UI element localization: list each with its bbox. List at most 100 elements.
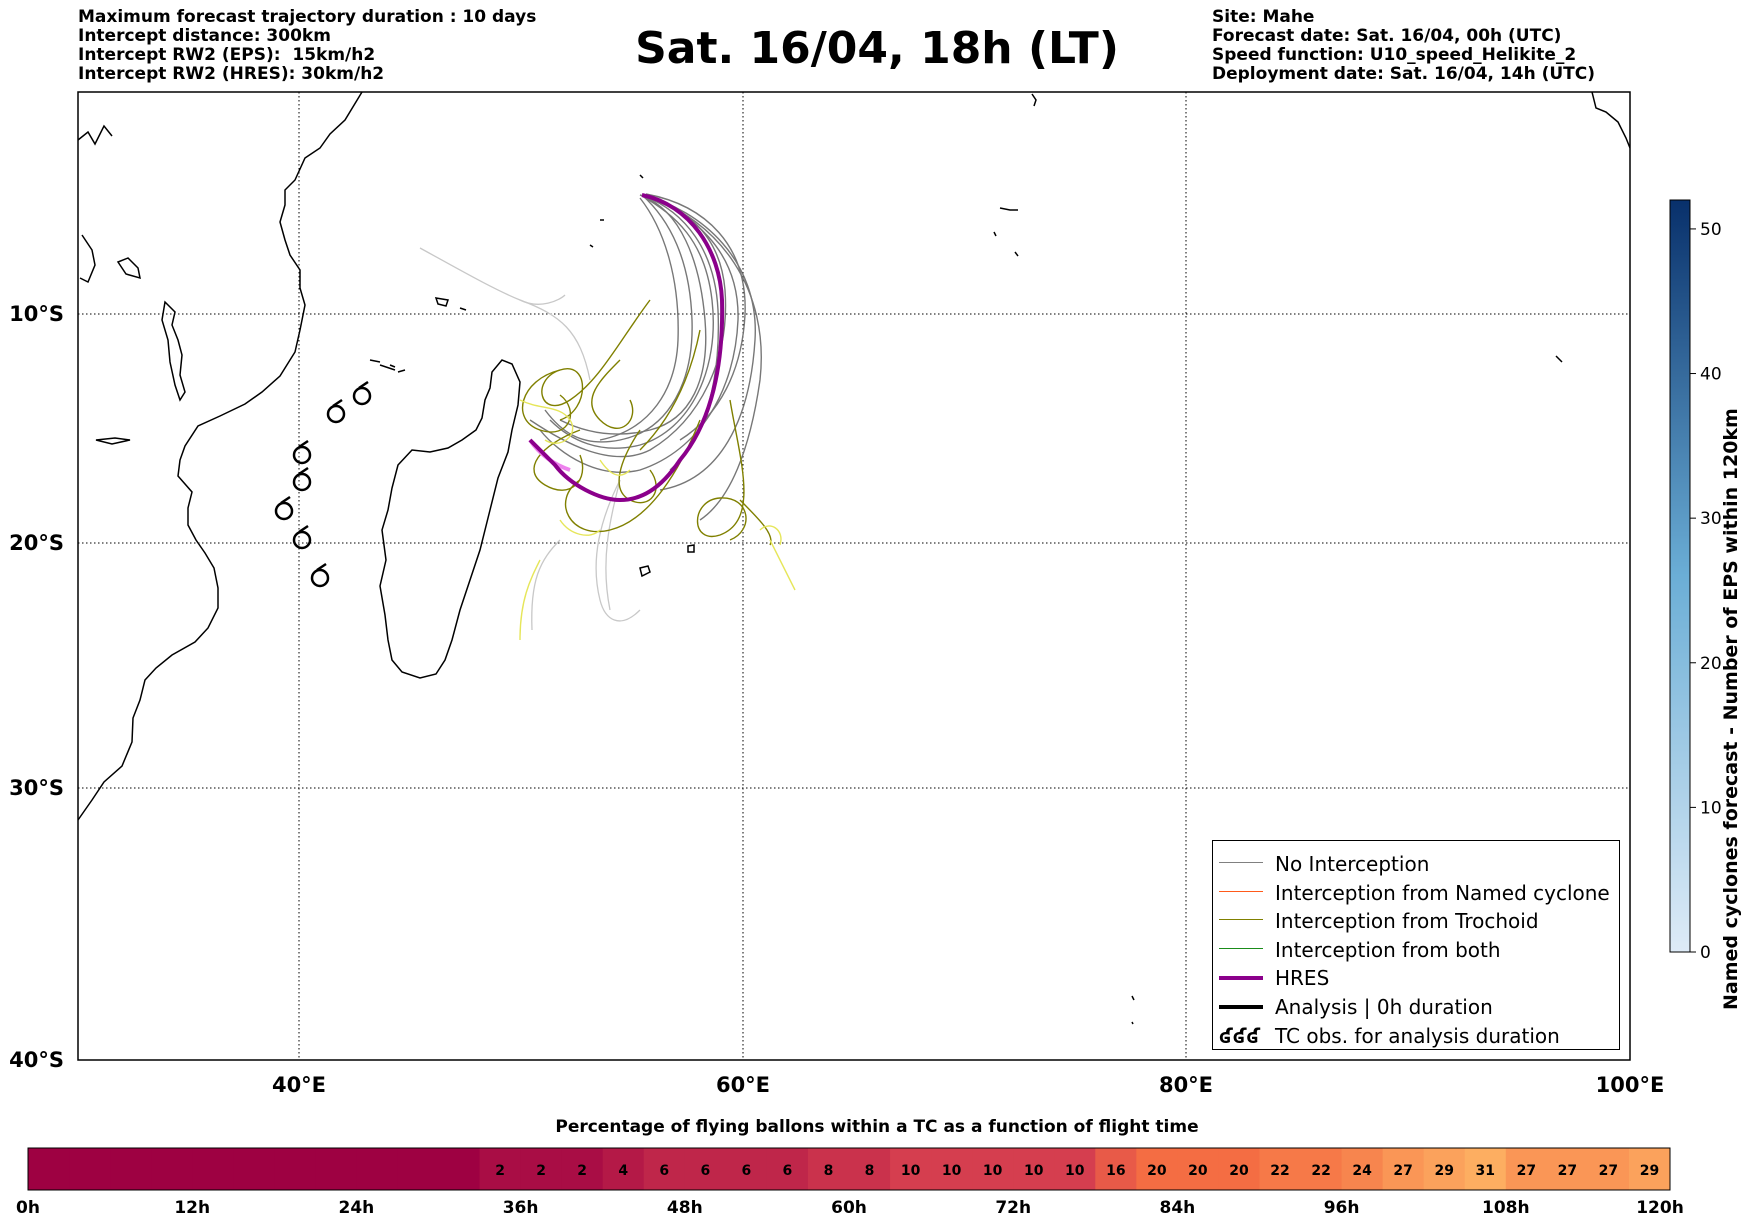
time-bar-segment [397, 1148, 439, 1190]
cyclone-colorbar: 0 10 20 30 40 50 [1669, 199, 1722, 963]
no-interception-track [529, 194, 727, 458]
time-bar-segment [520, 1148, 563, 1190]
time-bar-value: 27 [1393, 1163, 1412, 1179]
time-bar-segment [1464, 1148, 1507, 1190]
time-bar-segment [192, 1148, 234, 1190]
time-bar-tick-label: 120h [1636, 1198, 1684, 1218]
lon-label-40e: 40°E [272, 1073, 326, 1097]
africa-coastline [78, 92, 363, 821]
trajectory-lines [419, 193, 796, 641]
time-bar-segment [356, 1148, 398, 1190]
no-interception-track [539, 194, 739, 473]
seychelles-islands [589, 174, 651, 248]
time-bar-tick-label: 108h [1482, 1198, 1530, 1218]
header-left-line: Intercept RW2 (EPS): 15km/h2 [78, 45, 376, 65]
light-track [419, 247, 591, 381]
time-bar-value: 10 [901, 1163, 921, 1179]
lake-malawi [95, 437, 131, 445]
header-right-info: Site: Mahe Forecast date: Sat. 16/04, 00h… [1212, 8, 1595, 84]
time-bar-tick-label: 96h [1324, 1198, 1360, 1218]
colorbar-tick-label: 0 [1700, 943, 1711, 963]
time-bar-segment [849, 1148, 891, 1190]
lon-label-100e: 100°E [1596, 1073, 1665, 1097]
time-bar-segment [233, 1148, 275, 1190]
time-bar-segment [315, 1148, 357, 1190]
light-track [595, 479, 641, 622]
legend-swatch [1219, 890, 1263, 892]
no-interception-track [599, 197, 679, 441]
light-track [519, 294, 566, 305]
time-bar-value: 29 [1640, 1163, 1659, 1179]
colorbar-tick-label: 20 [1700, 654, 1722, 674]
time-bar-segment [274, 1148, 316, 1190]
time-bar-value: 8 [824, 1163, 834, 1179]
time-bar-value: 10 [983, 1163, 1003, 1179]
time-bar-value: 29 [1434, 1163, 1453, 1179]
time-bar-segment [1505, 1148, 1548, 1190]
tc-observation-symbols [274, 380, 372, 588]
colorbar-tick-label: 10 [1700, 798, 1722, 818]
header-right-line: Site: Mahe [1212, 7, 1315, 27]
longitude-labels: 40°E 60°E 80°E 100°E [272, 1073, 1664, 1097]
yellow-track [559, 519, 601, 536]
time-bar-value: 6 [742, 1163, 752, 1179]
lon-label-60e: 60°E [716, 1073, 770, 1097]
time-bar-segment [151, 1148, 193, 1190]
time-bar-value: 2 [495, 1163, 505, 1179]
header-left-line: Intercept RW2 (HRES): 30km/h2 [78, 64, 385, 84]
time-bar-tick-label: 72h [995, 1198, 1031, 1218]
legend-swatch [1219, 919, 1263, 921]
time-bar-value: 4 [618, 1163, 628, 1179]
time-bar-value: 16 [1106, 1163, 1125, 1179]
time-bar-segment [1013, 1148, 1055, 1190]
yellow-track [769, 539, 796, 591]
socotra-island [116, 257, 141, 280]
colorbar-ticks: 0 10 20 30 40 50 [1690, 220, 1722, 963]
hres-track [528, 193, 725, 503]
lon-label-80e: 80°E [1159, 1073, 1213, 1097]
time-bar-value: 6 [783, 1163, 793, 1179]
time-bar-value: 6 [700, 1163, 710, 1179]
header-left-line: Intercept distance: 300km [78, 26, 331, 46]
time-bar-segments: 2 2 2 4 6 6 6 6 8 8 10 10 10 10 10 16 20 20 20 22 22 24 27 29 31… [28, 1148, 1671, 1190]
maldives-islands [1031, 93, 1037, 107]
time-bar-tick-label: 48h [667, 1198, 703, 1218]
trochoid-track [521, 369, 571, 433]
madagascar-coastline [379, 359, 521, 679]
indonesia-coastline [1591, 92, 1630, 149]
colorbar-gradient [1669, 199, 1691, 953]
main-title: Sat. 16/04, 18h (LT) [635, 23, 1119, 74]
time-bar-value: 22 [1311, 1163, 1330, 1179]
time-bar-segment [1300, 1148, 1343, 1190]
trochoid-track [533, 429, 584, 491]
time-bar-ticks: 0h 12h 24h 36h 48h 60h 72h 84h 96h 108h 120h [16, 1198, 1684, 1218]
time-bar-segment [28, 1148, 70, 1190]
flight-time-bar: 2 2 2 4 6 6 6 6 8 8 10 10 10 10 10 16 20 20 20 22 22 24 27 29 31… [16, 1147, 1684, 1218]
tc-symbol [274, 495, 294, 521]
map-frame [77, 91, 1631, 1061]
legend-label: Interception from Named cyclone [1275, 880, 1610, 905]
yellow-track [599, 459, 631, 476]
tc-symbol [292, 524, 312, 550]
legend-label: No Interception [1275, 852, 1430, 876]
time-bar-segment [684, 1148, 727, 1190]
chagos-islands [993, 207, 1019, 257]
no-interception-tracks [529, 193, 762, 521]
time-bar-segment [110, 1148, 152, 1190]
aldabra-islands [434, 297, 467, 311]
lat-label-20s: 20°S [9, 531, 64, 555]
amsterdam-island [1131, 995, 1135, 1025]
time-bar-tick-label: 84h [1160, 1198, 1196, 1218]
time-bar-tick-label: 24h [339, 1198, 375, 1218]
time-bar-segment [766, 1148, 809, 1190]
time-bar-value: 20 [1229, 1163, 1249, 1179]
time-bar-segment [972, 1148, 1014, 1190]
trochoid-track [639, 329, 701, 451]
time-bar-segment [643, 1148, 686, 1190]
time-bar-segment [1177, 1148, 1219, 1190]
yellow-track [519, 559, 541, 641]
latitude-labels: 10°S 20°S 30°S 40°S [9, 302, 64, 1072]
legend-label: HRES [1275, 966, 1330, 991]
time-bar-segment [1095, 1148, 1137, 1190]
